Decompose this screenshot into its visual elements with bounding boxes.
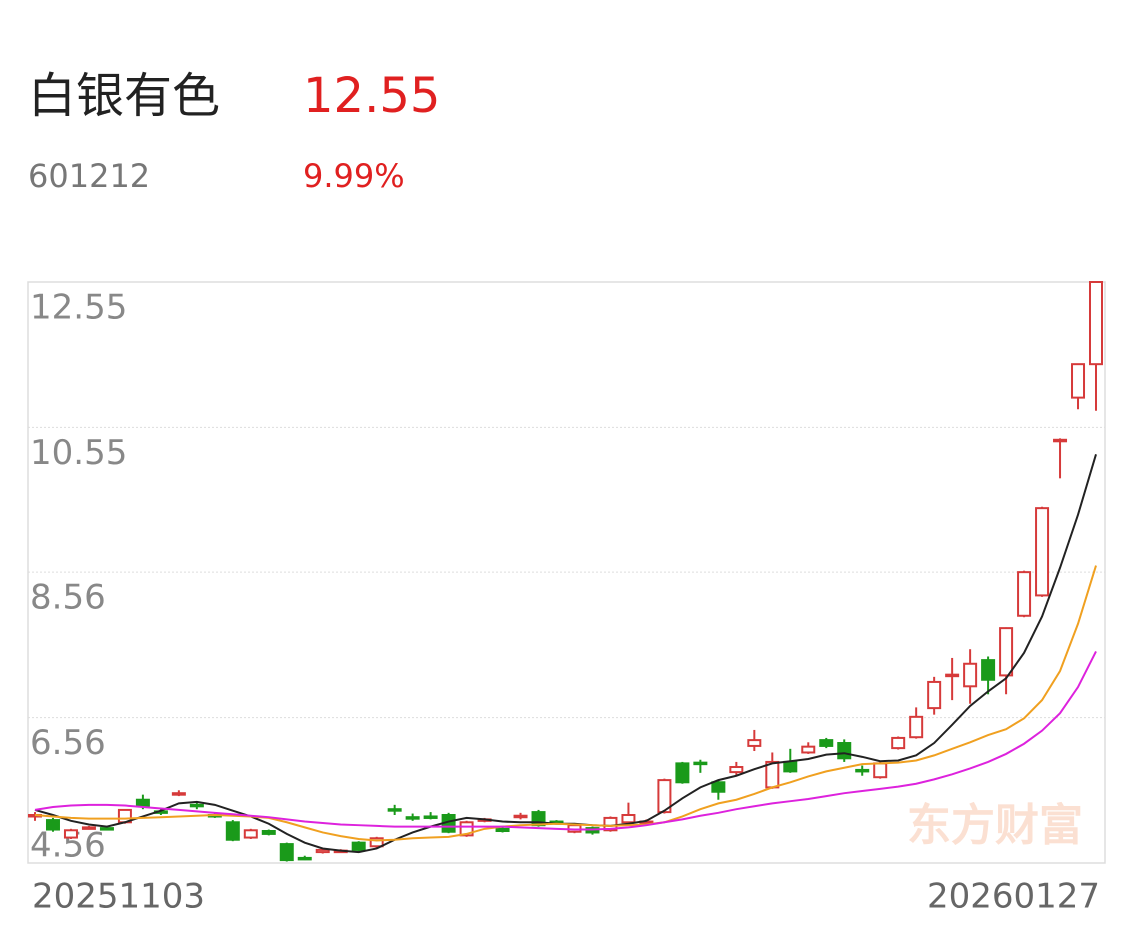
candle-body <box>837 742 852 760</box>
candle-body <box>855 768 870 773</box>
candle-body <box>495 827 510 833</box>
ma-line <box>34 565 1097 842</box>
candle-body <box>225 821 240 841</box>
candle-body <box>261 830 276 835</box>
stock-price: 12.55 <box>303 68 441 124</box>
candle-body <box>891 736 906 750</box>
candle-body <box>603 816 618 832</box>
candle-body <box>621 814 636 824</box>
candle-body <box>369 837 384 848</box>
x-tick-label: 20260127 <box>927 877 1100 917</box>
candle-body <box>315 848 330 854</box>
candle-body <box>45 819 60 831</box>
candle-body <box>405 816 420 820</box>
y-tick-label: 10.55 <box>30 433 127 473</box>
ma-line <box>34 650 1097 831</box>
candle-body <box>243 829 258 839</box>
candle-body <box>351 841 366 851</box>
candle-body <box>1053 438 1068 443</box>
candle-body <box>999 627 1014 677</box>
y-tick-label: 8.56 <box>30 578 106 618</box>
candle-body <box>801 745 816 754</box>
candle-body <box>783 760 798 773</box>
candle-body <box>297 856 312 861</box>
candle-body <box>675 762 690 784</box>
watermark: 东方财富 <box>907 800 1083 851</box>
candle-body <box>423 815 438 819</box>
price-change: 9.99% <box>303 157 405 195</box>
candle-body <box>63 829 78 839</box>
candle-body <box>729 766 744 774</box>
y-tick-label: 12.55 <box>30 288 127 328</box>
candle-body <box>81 826 96 830</box>
candle-body <box>693 761 708 766</box>
stock-name: 白银有色 <box>28 68 221 124</box>
candle-body <box>981 659 996 681</box>
candle-body <box>1035 507 1050 597</box>
candle-body <box>873 762 888 779</box>
candle-body <box>1071 363 1086 399</box>
candle-body <box>135 798 150 807</box>
candle-body <box>657 779 672 814</box>
candle-body <box>513 814 528 819</box>
y-tick-label: 6.56 <box>30 723 106 763</box>
candle-body <box>711 781 726 793</box>
candle-body <box>963 662 978 688</box>
candle-body <box>909 715 924 739</box>
ma-line <box>34 454 1097 854</box>
candle-body <box>1089 281 1103 366</box>
candle-body <box>387 808 402 812</box>
candle-body <box>927 680 942 710</box>
candle-body <box>819 739 834 747</box>
stock-code: 601212 <box>28 157 151 195</box>
candle-body <box>945 673 960 678</box>
candle-body <box>1017 571 1032 617</box>
candle-body <box>99 827 114 831</box>
candle-body <box>189 803 204 808</box>
candle-body <box>171 792 186 796</box>
x-tick-label: 20251103 <box>32 877 205 917</box>
candle-body <box>747 739 762 747</box>
candle-body <box>279 843 294 862</box>
